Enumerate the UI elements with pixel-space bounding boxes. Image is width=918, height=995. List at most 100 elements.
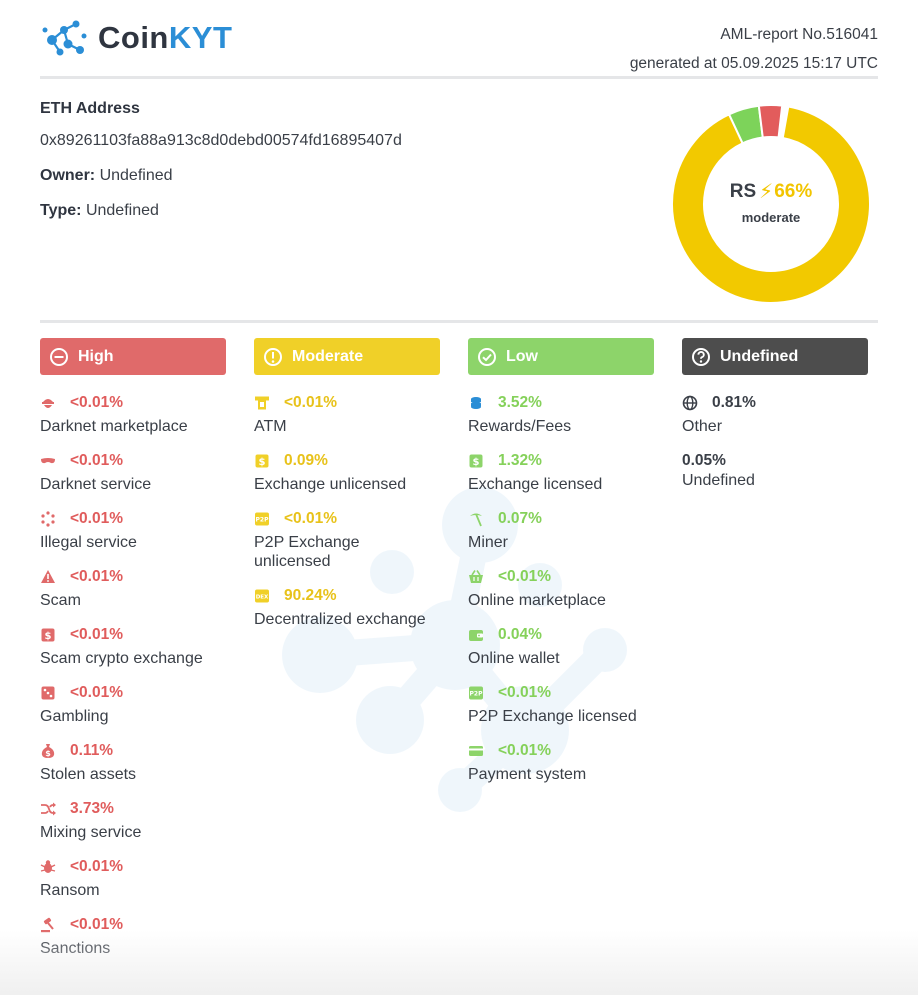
low-item-header: P2P <0.01% bbox=[468, 683, 654, 703]
high-item-label: Stolen assets bbox=[40, 766, 137, 783]
moderate-item-percent: 0.09% bbox=[284, 452, 328, 469]
donut-segment-moderate bbox=[671, 105, 871, 304]
low-item: <0.01% Online marketplace bbox=[468, 567, 654, 610]
undefined-header: Undefined bbox=[682, 338, 868, 375]
high-item-percent: <0.01% bbox=[70, 684, 124, 701]
high-item-label: Mixing service bbox=[40, 824, 142, 841]
lightning-icon: ⚡ bbox=[759, 181, 774, 203]
header-divider bbox=[40, 76, 878, 79]
report-number: AML-report No.516041 bbox=[720, 26, 878, 43]
gavel-icon bbox=[40, 917, 56, 933]
low-item: P2P <0.01% P2P Exchange licensed bbox=[468, 683, 654, 726]
high-item-label: Scam crypto exchange bbox=[40, 650, 203, 667]
high-item-label: Darknet service bbox=[40, 476, 152, 493]
moderate-item-header: DEX 90.24% bbox=[254, 586, 440, 606]
high-item-percent: 0.11% bbox=[70, 742, 114, 759]
risk-score-level: moderate bbox=[741, 210, 801, 225]
low-item-label: Exchange licensed bbox=[468, 476, 603, 493]
column-low: Low 3.52% Rewards/Fees $1.32% Exchange lice… bbox=[468, 338, 654, 799]
high-item-header: <0.01% bbox=[40, 857, 226, 877]
high-item-label: Gambling bbox=[40, 708, 109, 725]
high-item-percent: <0.01% bbox=[70, 916, 124, 933]
low-item-percent: 3.52% bbox=[498, 394, 542, 411]
exclamation-circle-icon bbox=[263, 347, 283, 367]
owner-row: Owner: Undefined bbox=[40, 167, 173, 185]
bug-icon bbox=[40, 859, 56, 875]
high-item: <0.01% Gambling bbox=[40, 683, 226, 726]
high-item-label: Illegal service bbox=[40, 534, 137, 551]
high-item-percent: <0.01% bbox=[70, 626, 124, 643]
type-label: Type: bbox=[40, 202, 82, 219]
svg-text:$: $ bbox=[473, 457, 480, 468]
type-row: Type: Undefined bbox=[40, 202, 159, 220]
dollar-square-icon: $ bbox=[254, 453, 270, 469]
logo-coin-text: Coin bbox=[98, 20, 169, 55]
moderate-item: <0.01% ATM bbox=[254, 393, 440, 436]
high-item-percent: <0.01% bbox=[70, 394, 124, 411]
low-item-label: Miner bbox=[468, 534, 509, 551]
high-item-header: <0.01% bbox=[40, 915, 226, 935]
svg-text:$: $ bbox=[45, 749, 51, 758]
minus-circle-icon bbox=[49, 347, 69, 367]
wallet-icon bbox=[468, 627, 484, 643]
dollar-square-icon: $ bbox=[40, 627, 56, 643]
dice-icon bbox=[40, 685, 56, 701]
generated-at: generated at 05.09.2025 15:17 UTC bbox=[629, 55, 878, 72]
moderate-item-label: Decentralized exchange bbox=[254, 611, 426, 628]
high-item-label: Scam bbox=[40, 592, 81, 609]
moderate-item-header: P2P <0.01% bbox=[254, 509, 440, 529]
undefined-item-label: Undefined bbox=[682, 472, 755, 489]
low-item-label: Online marketplace bbox=[468, 592, 606, 609]
hacker-icon bbox=[40, 395, 56, 411]
moderate-items: <0.01% ATM $0.09% Exchange unlicensed P2P <0.… bbox=[254, 393, 440, 629]
section-divider bbox=[40, 320, 878, 323]
warning-triangle-icon bbox=[40, 569, 56, 585]
low-item-header: $1.32% bbox=[468, 451, 654, 471]
report-meta: AML-report No.516041 generated at 05.09.… bbox=[630, 20, 878, 78]
logo-wordmark: CoinKYT bbox=[98, 20, 232, 56]
low-item-percent: 0.04% bbox=[498, 626, 542, 643]
mask-icon bbox=[40, 453, 56, 469]
owner-label: Owner: bbox=[40, 167, 96, 184]
high-item: $ <0.01% Scam crypto exchange bbox=[40, 625, 226, 668]
svg-text:P2P: P2P bbox=[470, 691, 484, 698]
low-item: 3.52% Rewards/Fees bbox=[468, 393, 654, 436]
globe-icon bbox=[682, 395, 698, 411]
high-item: <0.01% Darknet marketplace bbox=[40, 393, 226, 436]
pickaxe-icon bbox=[468, 511, 484, 527]
molecule-logo-icon bbox=[42, 20, 87, 56]
donut-segment-high bbox=[757, 104, 784, 139]
high-item: <0.01% Illegal service bbox=[40, 509, 226, 552]
high-header: High bbox=[40, 338, 226, 375]
high-item: <0.01% Ransom bbox=[40, 857, 226, 900]
low-item-percent: <0.01% bbox=[498, 684, 552, 701]
low-item-label: Payment system bbox=[468, 766, 587, 783]
undefined-item: 0.81% Other bbox=[682, 393, 868, 436]
dollar-square-icon: $ bbox=[468, 453, 484, 469]
moderate-item: DEX 90.24% Decentralized exchange bbox=[254, 586, 440, 629]
low-item-label: Rewards/Fees bbox=[468, 418, 572, 435]
high-item: <0.01% Scam bbox=[40, 567, 226, 610]
low-item-percent: <0.01% bbox=[498, 568, 552, 585]
moderate-header: Moderate bbox=[254, 338, 440, 375]
svg-text:DEX: DEX bbox=[256, 595, 269, 601]
high-item-header: $ <0.01% bbox=[40, 625, 226, 645]
high-item-percent: <0.01% bbox=[70, 858, 124, 875]
moderate-title: Moderate bbox=[292, 347, 364, 365]
dex-icon: DEX bbox=[254, 588, 270, 604]
high-item-header: <0.01% bbox=[40, 567, 226, 587]
svg-text:$: $ bbox=[259, 457, 266, 468]
high-item-header: <0.01% bbox=[40, 509, 226, 529]
risk-score-donut: RS ⚡ 66% moderate bbox=[670, 103, 872, 305]
atm-icon bbox=[254, 395, 270, 411]
low-items: 3.52% Rewards/Fees $1.32% Exchange licensed… bbox=[468, 393, 654, 784]
svg-text:P2P: P2P bbox=[256, 517, 270, 524]
owner-value: Undefined bbox=[99, 167, 173, 184]
high-item-percent: <0.01% bbox=[70, 568, 124, 585]
high-item-header: <0.01% bbox=[40, 683, 226, 703]
moderate-item-label: Exchange unlicensed bbox=[254, 476, 407, 493]
low-item-label: Online wallet bbox=[468, 650, 560, 667]
high-items: <0.01% Darknet marketplace <0.01% Darknet s… bbox=[40, 393, 226, 958]
undefined-item-header: 0.05% bbox=[682, 451, 868, 471]
